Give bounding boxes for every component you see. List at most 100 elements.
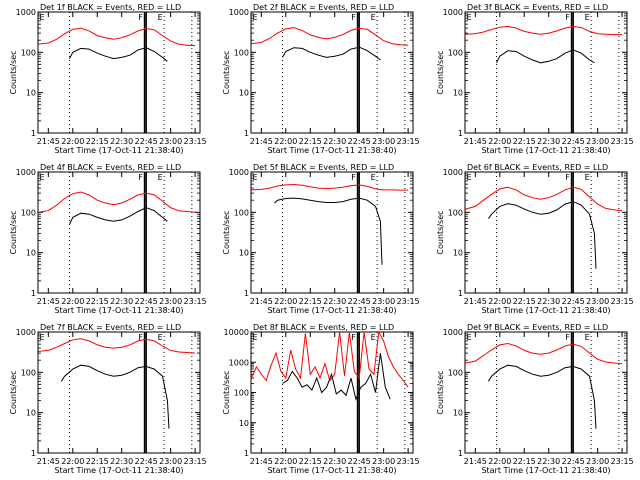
x-tick-label: 21:45: [37, 297, 60, 306]
plot-frame: [250, 331, 414, 454]
x-tick-label: 21:45: [464, 457, 487, 466]
y-tick-label: 1: [31, 289, 36, 298]
x-tick-label: 22:30: [110, 297, 133, 306]
y-axis-label: Counts/sec: [9, 210, 18, 254]
x-tick-label: 23:15: [611, 297, 634, 306]
x-tick-label: 23:15: [184, 297, 207, 306]
x-tick-label: 22:30: [110, 457, 133, 466]
x-tick-label: 22:30: [110, 137, 133, 146]
marker-f-label: F: [565, 13, 570, 22]
marker-f-label: F: [565, 173, 570, 182]
x-tick-label: 22:00: [61, 457, 84, 466]
marker-e-label: E: [158, 13, 163, 22]
marker-f-label: F: [565, 333, 570, 342]
x-tick-label: 22:00: [274, 297, 297, 306]
x-tick-label: 22:15: [86, 137, 109, 146]
x-tick-label: 21:45: [250, 457, 273, 466]
x-tick-label: 21:45: [250, 297, 273, 306]
marker-e-label: E: [252, 173, 257, 182]
x-axis-label: Start Time (17-Oct-11 21:38:40): [481, 146, 610, 155]
y-tick-label: 100: [448, 368, 463, 377]
x-tick-label: 22:15: [299, 297, 322, 306]
events-series-line: [282, 46, 381, 61]
y-axis-label: Counts/sec: [9, 370, 18, 414]
x-tick-label: 22:00: [61, 137, 84, 146]
x-tick-label: 22:15: [299, 457, 322, 466]
chart-panel: Det 3f BLACK = Events, RED = LLD 1 10 100 10…: [436, 3, 634, 155]
x-tick-label: 23:00: [372, 457, 395, 466]
y-tick-label: 10: [239, 89, 249, 98]
y-tick-label: 1: [244, 449, 249, 458]
y-axis-label: Counts/sec: [436, 370, 445, 414]
y-tick-label: 1: [244, 129, 249, 138]
x-tick-label: 22:30: [537, 137, 560, 146]
x-tick-label: 22:15: [86, 297, 109, 306]
chart-panel: Det 1f BLACK = Events, RED = LLD 1 10 100 10…: [9, 3, 207, 155]
y-tick-label: 1000: [443, 8, 463, 17]
x-tick-label: 22:30: [323, 137, 346, 146]
x-tick-label: 22:45: [135, 137, 158, 146]
events-series-line: [60, 364, 170, 429]
marker-e-label: E: [252, 13, 257, 22]
x-tick-label: 22:30: [537, 457, 560, 466]
chart-panel: Det 7f BLACK = Events, RED = LLD 1 10 100 10…: [9, 323, 207, 475]
y-tick-label: 10: [453, 89, 463, 98]
events-series-line: [69, 207, 168, 225]
x-tick-label: 23:15: [397, 297, 420, 306]
lld-series-line: [38, 27, 196, 47]
y-tick-label: 1: [31, 129, 36, 138]
x-tick-label: 21:45: [37, 137, 60, 146]
panel-title: Det 5f BLACK = Events, RED = LLD: [253, 163, 394, 172]
x-axis-label: Start Time (17-Oct-11 21:38:40): [267, 466, 396, 475]
panel-title: Det 2f BLACK = Events, RED = LLD: [253, 3, 394, 12]
y-tick-label: 10: [453, 249, 463, 258]
marker-f-label: F: [351, 333, 356, 342]
y-tick-label: 1000: [229, 8, 249, 17]
chart-panel: Det 6f BLACK = Events, RED = LLD 1 10 100 10…: [436, 163, 634, 315]
x-tick-label: 22:45: [135, 297, 158, 306]
y-tick-label: 1000: [229, 358, 249, 367]
y-tick-label: 1000: [16, 168, 36, 177]
x-tick-label: 23:15: [611, 137, 634, 146]
y-axis-label: Counts/sec: [222, 50, 231, 94]
lld-series-line: [251, 330, 409, 388]
panel-title: Det 4f BLACK = Events, RED = LLD: [40, 163, 181, 172]
x-tick-label: 22:30: [323, 297, 346, 306]
y-tick-label: 10: [26, 249, 36, 258]
x-tick-label: 21:45: [464, 137, 487, 146]
marker-e-label: E: [39, 13, 44, 22]
x-tick-label: 22:00: [488, 137, 511, 146]
x-axis-label: Start Time (17-Oct-11 21:38:40): [481, 466, 610, 475]
lld-series-line: [465, 342, 623, 365]
panel-title: Det 3f BLACK = Events, RED = LLD: [467, 3, 608, 12]
y-tick-label: 1000: [443, 168, 463, 177]
y-tick-label: 1000: [16, 8, 36, 17]
y-tick-label: 10: [26, 89, 36, 98]
panel-title: Det 9f BLACK = Events, RED = LLD: [467, 323, 608, 332]
y-tick-label: 10: [239, 249, 249, 258]
marker-e-label: E: [466, 173, 471, 182]
y-tick-label: 1000: [229, 168, 249, 177]
x-axis-label: Start Time (17-Oct-11 21:38:40): [267, 306, 396, 315]
panel-title: Det 1f BLACK = Events, RED = LLD: [40, 3, 181, 12]
events-series-line: [282, 353, 391, 401]
lld-series-line: [465, 25, 623, 36]
marker-e-label: E: [371, 13, 376, 22]
chart-panel: Det 2f BLACK = Events, RED = LLD 1 10 100 10…: [222, 3, 420, 155]
x-tick-label: 22:45: [348, 297, 371, 306]
x-axis-label: Start Time (17-Oct-11 21:38:40): [481, 306, 610, 315]
x-tick-label: 21:45: [37, 457, 60, 466]
marker-e-label: E: [158, 333, 163, 342]
y-tick-label: 1: [31, 449, 36, 458]
x-axis-label: Start Time (17-Oct-11 21:38:40): [54, 466, 183, 475]
plot-frame: [464, 171, 628, 294]
plot-frame: [250, 171, 414, 294]
y-tick-label: 100: [448, 208, 463, 217]
y-tick-label: 1: [458, 449, 463, 458]
y-tick-label: 100: [21, 48, 36, 57]
plot-frame: [250, 11, 414, 134]
y-tick-label: 100: [234, 208, 249, 217]
chart-panel: Det 9f BLACK = Events, RED = LLD 1 10 100 10…: [436, 323, 634, 475]
y-tick-label: 100: [234, 48, 249, 57]
x-tick-label: 22:45: [562, 137, 585, 146]
